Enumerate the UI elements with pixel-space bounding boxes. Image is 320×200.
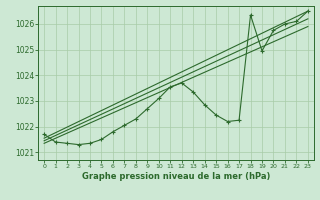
X-axis label: Graphe pression niveau de la mer (hPa): Graphe pression niveau de la mer (hPa) [82, 172, 270, 181]
